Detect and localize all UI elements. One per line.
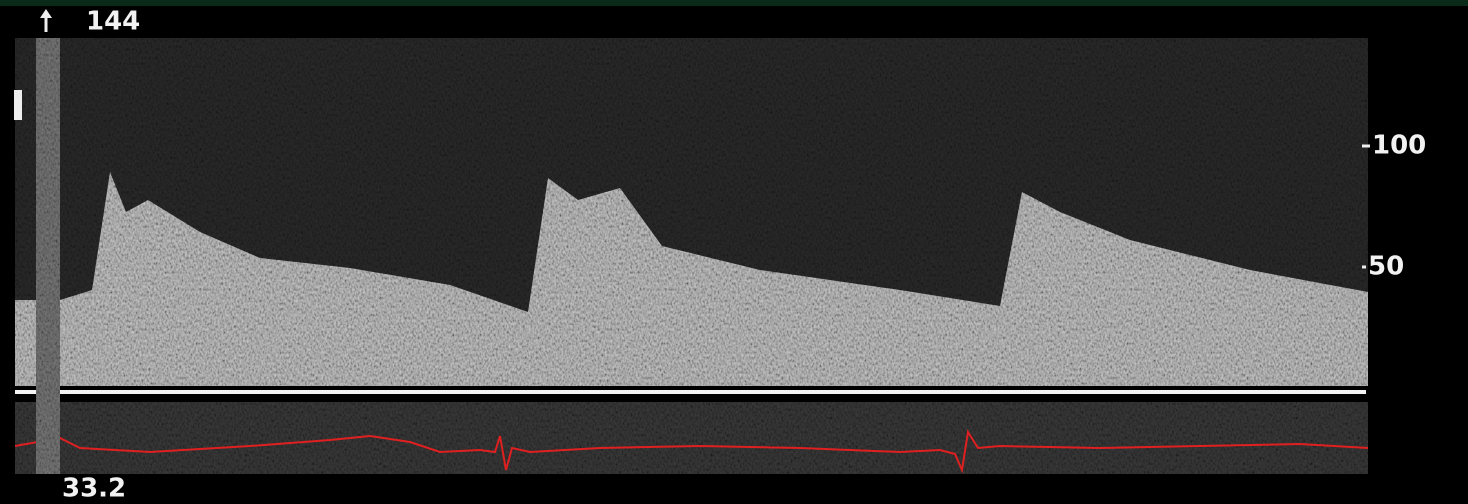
ecg-strip xyxy=(15,402,1368,474)
depth-marker xyxy=(14,90,22,120)
spectral-display xyxy=(15,38,1368,386)
max-velocity: 144 xyxy=(86,7,140,37)
top-border xyxy=(0,0,1468,6)
ecg-noise xyxy=(15,402,1368,474)
scale-label: 100 xyxy=(1372,131,1426,161)
sweep-value: 33.2 xyxy=(62,474,126,504)
doppler-screen: 144 100 50 33.2 xyxy=(0,0,1468,504)
scale-label: 50 xyxy=(1368,252,1404,282)
speckle-noise xyxy=(15,38,1368,386)
marker-bar-texture xyxy=(36,38,60,474)
page: 144 100 50 33.2 (() => { const data = JS… xyxy=(0,0,1468,504)
